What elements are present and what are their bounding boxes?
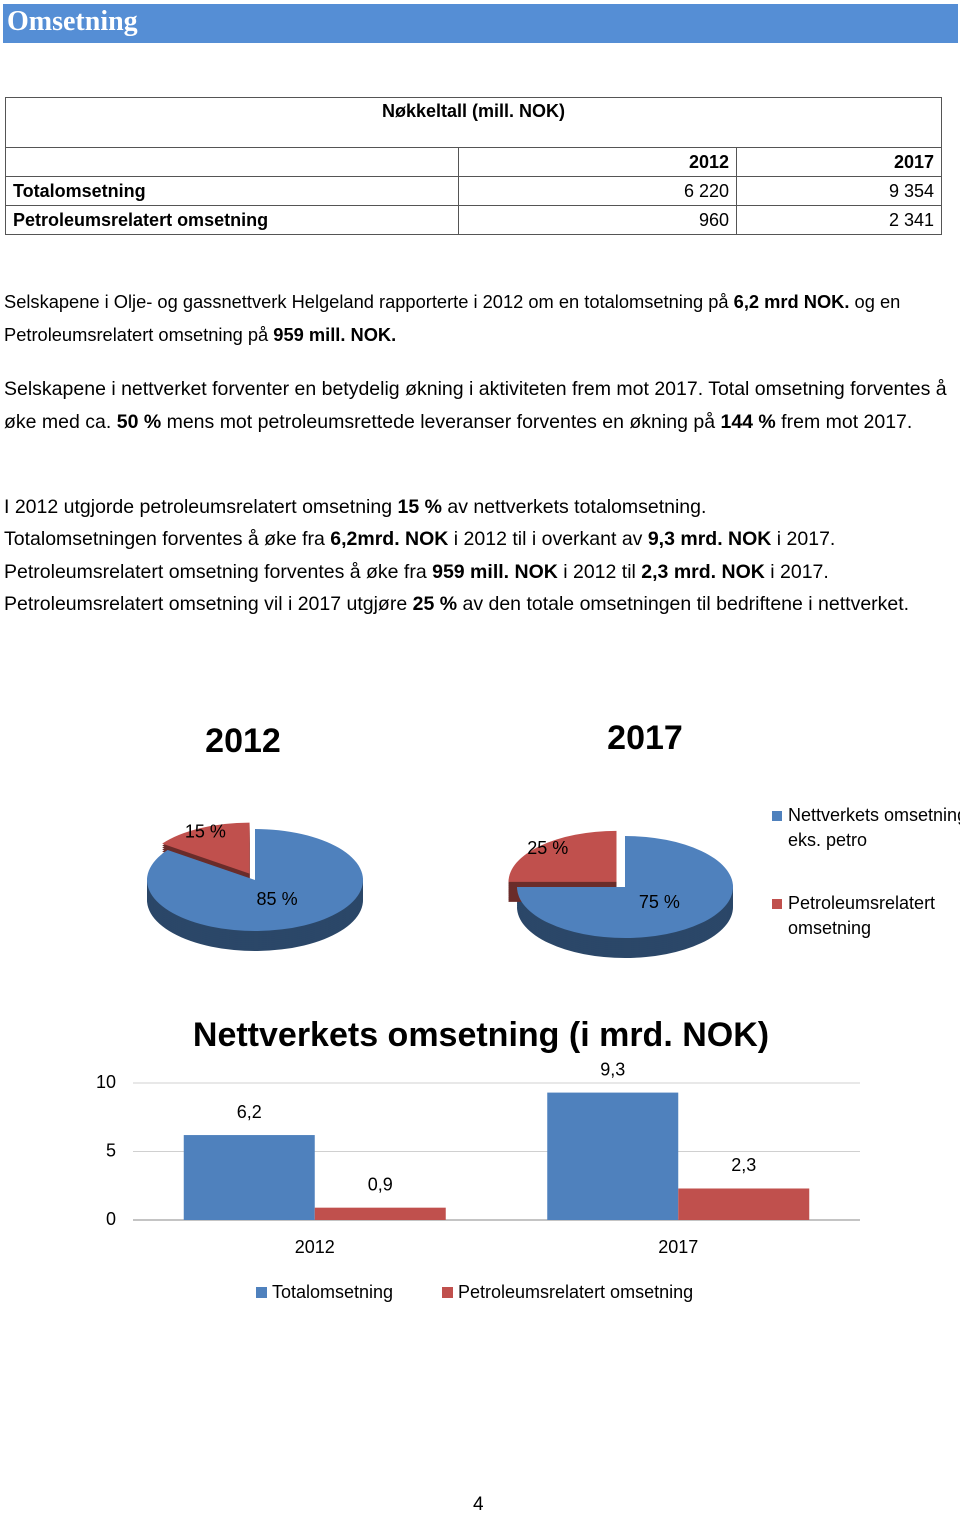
bold-run: 959 mill. NOK <box>432 561 558 583</box>
value-label: 9,3 <box>600 1059 625 1079</box>
table-caption: Nøkkeltall (mill. NOK) <box>5 97 942 148</box>
bar <box>547 1092 679 1220</box>
legend-swatch <box>442 1287 453 1298</box>
table-cell: 6 220 <box>458 176 737 206</box>
page-title: Omsetning <box>7 6 138 37</box>
legend-swatch <box>772 899 782 909</box>
row-label: Petroleumsrelatert omsetning <box>5 205 459 235</box>
bar <box>314 1207 446 1220</box>
legend-swatch <box>256 1287 267 1298</box>
value-label: 75 % <box>639 892 680 912</box>
value-label: 25 % <box>527 838 568 858</box>
legend-swatch <box>772 811 782 821</box>
text-run: Petroleumsrelatert omsetning vil i 2017 … <box>4 593 413 615</box>
text-run: I 2012 utgjorde petroleumsrelatert omset… <box>4 496 398 518</box>
text-run: i 2012 til <box>557 561 642 583</box>
table-cell: 2 341 <box>736 205 942 235</box>
bold-run: 9,3 mrd. NOK <box>647 528 772 550</box>
text-run: frem mot 2017. <box>775 410 913 433</box>
x-tick-label: 2012 <box>295 1237 335 1257</box>
text-run: Petroleumsrelatert omsetning forventes å… <box>4 561 433 583</box>
legend-label: Totalomsetning <box>272 1282 393 1302</box>
key-figures-table: Nøkkeltall (mill. NOK) 2012 2017 Totalom… <box>5 97 942 235</box>
paragraph: Selskapene i nettverket forventer en bet… <box>4 373 958 438</box>
bold-run: 959 mill. NOK. <box>273 323 397 345</box>
paragraph: Selskapene i Olje- og gassnettverk Helge… <box>4 286 958 351</box>
pie-slice <box>147 829 364 931</box>
bold-run: 6,2mrd. NOK <box>330 528 449 550</box>
value-label: 15 % <box>185 821 226 841</box>
y-tick-label: 0 <box>106 1209 116 1229</box>
text-run: i 2012 til i overkant av <box>448 528 648 550</box>
bold-run: 25 % <box>412 593 458 615</box>
value-label: 85 % <box>257 889 298 909</box>
paragraph: Petroleumsrelatert omsetning forventes å… <box>4 556 958 589</box>
pie-slice <box>508 830 617 882</box>
bold-run: 50 % <box>116 410 162 433</box>
row-label: Totalomsetning <box>5 176 459 206</box>
y-tick-label: 5 <box>106 1140 116 1160</box>
header-bar: Omsetning <box>3 4 958 43</box>
legend-label: Nettverkets omsetning eks. petro <box>788 805 960 850</box>
value-label: 2,3 <box>731 1155 756 1175</box>
page-number: 4 <box>473 1494 484 1515</box>
text-run: Totalomsetningen forventes å øke fra <box>4 528 331 550</box>
table-cell: 960 <box>458 205 737 235</box>
bar <box>678 1188 810 1220</box>
pie-title: 2012 <box>205 722 281 760</box>
text-run: og en Petroleumsrelatert omsetning på <box>4 291 901 345</box>
chart-title: Nettverkets omsetning (i mrd. NOK) <box>193 1016 769 1054</box>
pie-slice <box>517 836 733 938</box>
x-tick-label: 2017 <box>658 1237 698 1257</box>
column-header: 2012 <box>458 147 737 177</box>
bold-run: 2,3 mrd. NOK <box>641 561 765 583</box>
paragraph: Totalomsetningen forventes å øke fra 6,2… <box>4 523 958 556</box>
text-run: i 2017. <box>771 528 836 550</box>
bold-run: 15 % <box>397 496 442 518</box>
text-run: Selskapene i nettverket forventer en bet… <box>4 378 947 433</box>
text-run: mens mot petroleumsrettede leveranser fo… <box>161 410 721 433</box>
paragraph: I 2012 utgjorde petroleumsrelatert omset… <box>4 491 958 524</box>
legend-label: Petroleumsrelatert omsetning <box>458 1282 693 1302</box>
bold-run: 144 % <box>720 410 776 433</box>
text-run: av nettverkets totalomsetning. <box>441 496 707 518</box>
value-label: 0,9 <box>368 1174 393 1194</box>
text-run: i 2017. <box>764 561 829 583</box>
bold-run: 6,2 mrd NOK. <box>733 291 850 312</box>
y-tick-label: 10 <box>96 1072 116 1092</box>
pie-slice <box>162 822 250 874</box>
value-label: 6,2 <box>237 1102 262 1122</box>
text-run: Selskapene i Olje- og gassnettverk Helge… <box>4 291 734 312</box>
legend-label: Petroleumsrelatert omsetning <box>788 893 936 938</box>
text-run: av den totale omsetningen til bedriftene… <box>457 593 910 615</box>
pie-title: 2017 <box>607 719 683 757</box>
bar <box>183 1135 315 1220</box>
paragraph: Petroleumsrelatert omsetning vil i 2017 … <box>4 588 958 621</box>
